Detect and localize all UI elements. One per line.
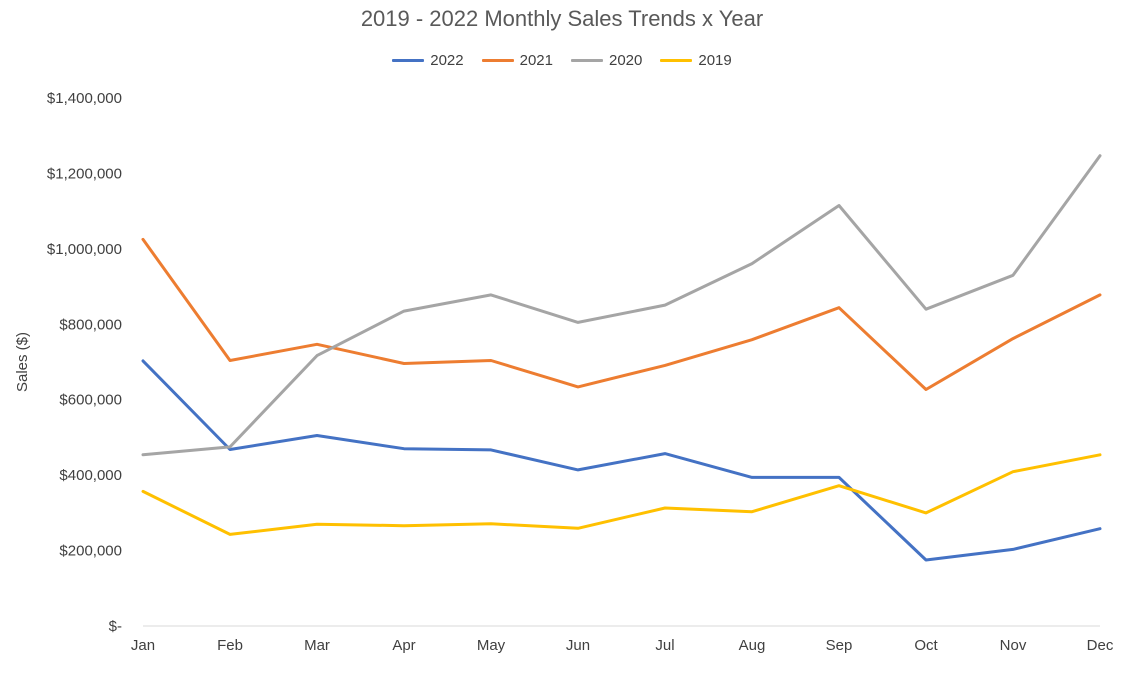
y-tick-label: $400,000 <box>59 467 122 484</box>
y-tick-label: $1,400,000 <box>47 90 122 107</box>
x-tick-label: Mar <box>304 637 330 654</box>
y-tick-label: $1,200,000 <box>47 165 122 182</box>
y-axis-title: Sales ($) <box>14 332 31 392</box>
y-tick-label: $- <box>109 618 122 635</box>
legend-label: 2022 <box>430 52 464 69</box>
x-tick-label: Apr <box>392 637 415 654</box>
y-tick-label: $800,000 <box>59 316 122 333</box>
legend-swatch <box>660 59 693 62</box>
x-tick-label: May <box>477 637 506 654</box>
legend-item: 2021 <box>481 52 553 69</box>
legend-label: 2019 <box>698 52 732 69</box>
legend: 2022 2021 2020 2019 <box>0 52 1124 69</box>
legend-swatch <box>571 59 603 62</box>
chart-title: 2019 - 2022 Monthly Sales Trends x Year <box>360 6 764 31</box>
y-tick-label: $600,000 <box>59 392 122 409</box>
legend-swatch <box>392 59 425 62</box>
x-tick-label: Jun <box>566 637 590 654</box>
x-tick-label: Feb <box>217 637 243 654</box>
legend-label: 2020 <box>609 52 643 69</box>
legend-swatch <box>481 59 514 62</box>
x-tick-label: Nov <box>1000 637 1027 654</box>
y-tick-label: $1,000,000 <box>47 241 122 258</box>
series-line-2019 <box>141 453 1102 536</box>
x-tick-label: Dec <box>1087 637 1114 654</box>
x-tick-label: Sep <box>826 637 853 654</box>
legend-item: 2019 <box>660 52 732 69</box>
legend-label: 2021 <box>519 52 553 69</box>
series-line-2022 <box>141 359 1102 562</box>
legend-item: 2022 <box>392 52 464 69</box>
series-line-2021 <box>141 237 1102 391</box>
y-tick-label: $200,000 <box>59 543 122 560</box>
legend-item: 2020 <box>571 52 642 69</box>
x-tick-label: Oct <box>914 637 938 654</box>
x-tick-label: Jul <box>655 637 674 654</box>
x-tick-label: Aug <box>739 637 766 654</box>
series-line-2020 <box>141 154 1102 457</box>
x-tick-label: Jan <box>131 637 155 654</box>
